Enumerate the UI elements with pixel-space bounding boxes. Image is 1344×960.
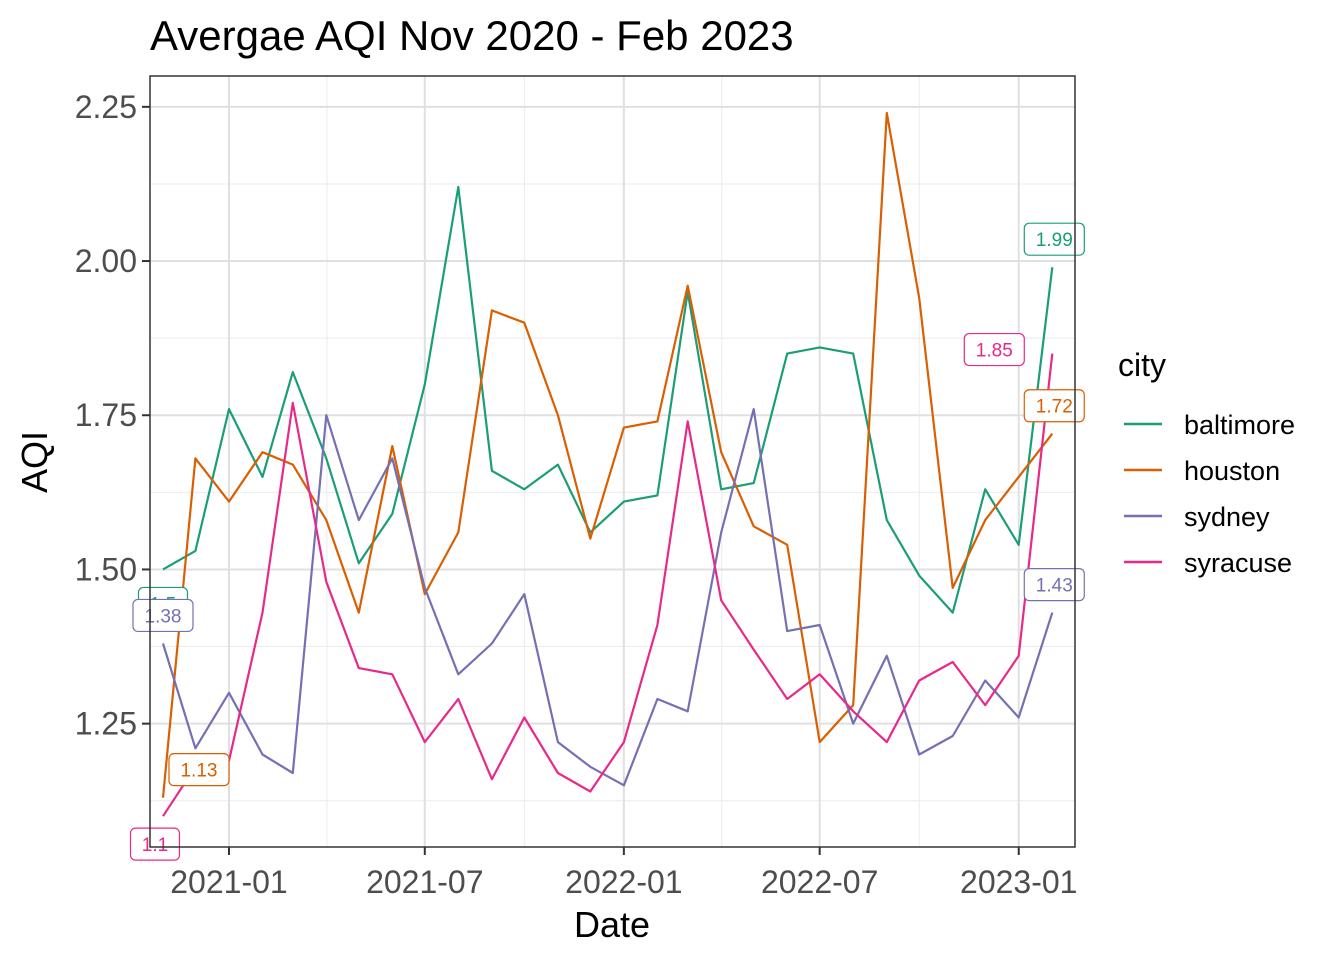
start-label-sydney: 1.38 [132, 598, 194, 633]
start-label-syracuse: 1.1 [129, 827, 181, 861]
legend-item-houston: houston [1124, 456, 1280, 486]
end-label-baltimore-box [1023, 222, 1085, 256]
y-tick-label: 2.25 [75, 89, 137, 125]
end-label-sydney-box [1023, 568, 1085, 602]
end-label-sydney-text: 1.43 [1036, 576, 1073, 597]
x-tick-label: 2022-07 [761, 864, 878, 900]
end-label-syracuse-text: 1.85 [976, 341, 1013, 362]
start-label-houston-box [168, 753, 230, 787]
y-tick-label: 1.50 [75, 551, 137, 587]
legend: city baltimore houston sydney syracuse [1118, 347, 1295, 578]
start-label-sydney-text: 1.38 [144, 606, 181, 627]
legend-title: city [1118, 347, 1166, 383]
legend-label-sydney: sydney [1184, 502, 1270, 532]
chart-title: Avergae AQI Nov 2020 - Feb 2023 [150, 12, 794, 59]
y-tick-label: 2.00 [75, 243, 137, 279]
legend-label-syracuse: syracuse [1184, 548, 1292, 578]
start-label-syracuse-text: 1.1 [142, 835, 168, 856]
series-line-baltimore [162, 185, 1054, 614]
legend-items: baltimore houston sydney syracuse [1124, 410, 1295, 578]
legend-item-baltimore: baltimore [1124, 410, 1295, 440]
start-label-houston: 1.13 [168, 753, 230, 787]
x-tick-label: 2023-01 [960, 864, 1077, 900]
x-tick-label: 2021-07 [366, 864, 483, 900]
legend-label-baltimore: baltimore [1184, 410, 1295, 440]
series-lines [161, 111, 1054, 817]
end-label-houston: 1.72 [1023, 389, 1085, 423]
grid [150, 76, 1075, 847]
start-label-sydney-box [132, 598, 194, 633]
y-tick-label: 1.75 [75, 397, 137, 433]
end-label-houston-text: 1.72 [1036, 397, 1073, 418]
series-line-syracuse [162, 353, 1054, 817]
end-label-baltimore-text: 1.99 [1036, 230, 1073, 251]
end-label-syracuse: 1.85 [963, 332, 1025, 367]
legend-item-syracuse: syracuse [1124, 548, 1292, 578]
end-label-sydney: 1.43 [1023, 568, 1085, 602]
x-tick-label: 2022-01 [565, 864, 682, 900]
start-label-houston-text: 1.13 [180, 761, 217, 782]
panel-border [149, 75, 1076, 848]
start-label-syracuse-box [129, 827, 181, 861]
x-tick-label: 2021-01 [170, 864, 287, 900]
legend-label-houston: houston [1184, 456, 1280, 486]
x-axis-title: Date [574, 904, 650, 945]
value-labels: 1.51.991.131.721.381.431.11.85 [129, 222, 1085, 861]
legend-item-sydney: sydney [1124, 502, 1270, 532]
end-label-houston-box [1023, 389, 1085, 423]
y-axis-title: AQI [14, 431, 55, 493]
end-label-baltimore: 1.99 [1023, 222, 1085, 256]
y-tick-label: 1.25 [75, 706, 137, 742]
end-label-syracuse-box [963, 332, 1025, 367]
axes: 1.25 1.50 1.75 2.00 2.25 2021-01 2021-07 2022-0… [75, 89, 1078, 900]
series-line-sydney [161, 408, 1054, 787]
